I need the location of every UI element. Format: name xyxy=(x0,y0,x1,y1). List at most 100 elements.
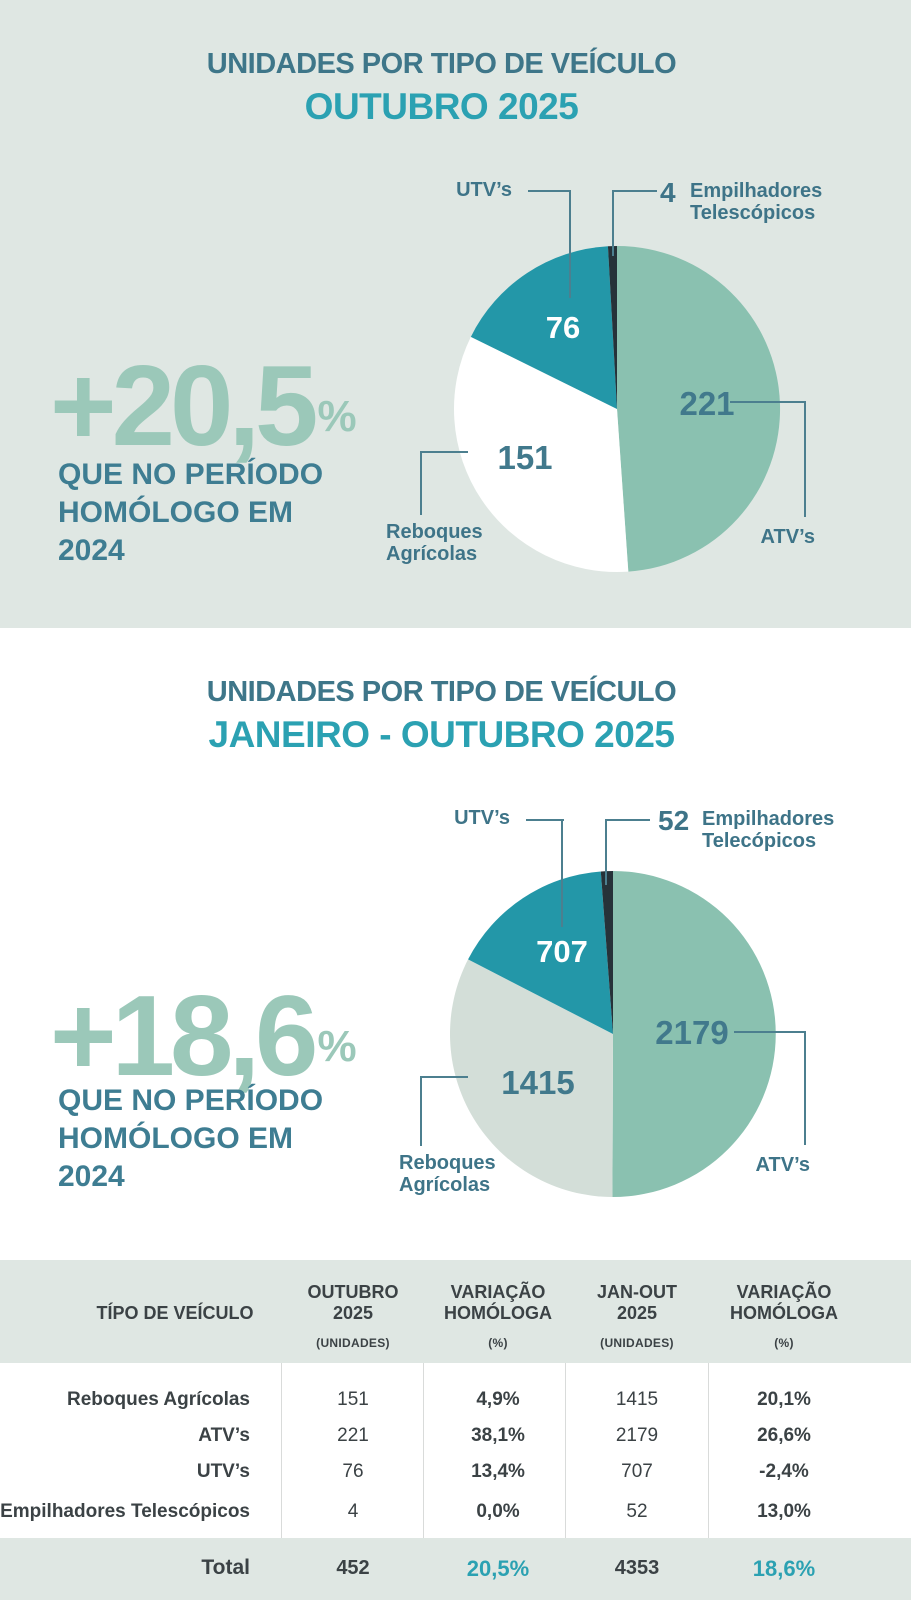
table-row-label-empilhadores: Empilhadores Telescópicos xyxy=(0,1501,250,1522)
pie-slice-0 xyxy=(617,245,781,572)
ytd-utv-callout-line xyxy=(526,819,564,821)
ytd-growth-percent-sign: % xyxy=(317,1022,357,1071)
ytd-atv-callout-line xyxy=(804,1031,806,1145)
ytd-reboques-value: 1415 xyxy=(501,1064,575,1101)
october-reboques-callout-line xyxy=(420,451,422,515)
table-cell: 0,0% xyxy=(476,1501,520,1522)
header-sub: (UNIDADES) xyxy=(316,1336,390,1350)
ytd-atv-value: 2179 xyxy=(655,1014,729,1051)
header-sub: (%) xyxy=(488,1336,508,1350)
table-cell: 13,4% xyxy=(471,1461,525,1482)
table-header-ytd-variation: VARIAÇÃO HOMÓLOGA (%) xyxy=(709,1282,859,1354)
october-atv-callout-line xyxy=(730,401,806,403)
october-growth-percent-sign: % xyxy=(317,392,357,441)
october-reboques-value: 151 xyxy=(497,439,553,476)
ytd-emp-value: 52 xyxy=(658,805,690,836)
october-emp-callout-line xyxy=(612,190,614,256)
table-cell: -2,4% xyxy=(759,1461,809,1482)
table-cell: 38,1% xyxy=(471,1425,525,1446)
ytd-emp-label: Empilhadores Telecópicos xyxy=(702,808,834,852)
column-separator xyxy=(423,1363,424,1538)
table-cell: 76 xyxy=(342,1461,364,1482)
table-total-ytd-units: 4353 xyxy=(614,1557,660,1579)
pie-chart-october xyxy=(453,245,781,573)
table-row-label-atv: ATV’s xyxy=(198,1425,250,1446)
table-cell: 4 xyxy=(347,1501,359,1522)
table-header-vehicle-type-line1: TÍPO DE VEÍCULO xyxy=(96,1303,254,1323)
ytd-emp-callout-line xyxy=(606,819,650,821)
october-growth-value: +20,5 xyxy=(50,343,318,470)
october-reboques-label: Reboques Agrícolas xyxy=(386,521,483,565)
column-separator xyxy=(708,1363,709,1538)
october-atv-value: 221 xyxy=(679,385,735,422)
october-reboques-label-line1: Reboques xyxy=(386,521,483,543)
table-cell: 151 xyxy=(337,1389,369,1410)
table-cell: 4,9% xyxy=(476,1389,520,1410)
october-reboques-callout-line xyxy=(420,451,468,453)
pie-slice-1 xyxy=(453,336,629,573)
header-line2: HOMÓLOGA xyxy=(444,1303,552,1323)
table-total-october-variation: 20,5% xyxy=(466,1556,530,1581)
table-cell: 26,6% xyxy=(757,1425,811,1446)
ytd-utv-value: 707 xyxy=(536,934,588,969)
october-growth-stat: +20,5% xyxy=(50,350,410,464)
table-total-label: Total xyxy=(201,1556,250,1579)
october-growth-caption: QUE NO PERÍODO HOMÓLOGO EM 2024 xyxy=(58,458,324,567)
october-utv-label: UTV’s xyxy=(456,179,512,201)
october-subtitle: OUTUBRO 2025 xyxy=(304,86,579,127)
table-cell: 52 xyxy=(626,1501,648,1522)
ytd-atv-label: ATV’s xyxy=(755,1154,810,1176)
ytd-growth-value: +18,6 xyxy=(50,973,318,1100)
ytd-reboques-label-line1: Reboques xyxy=(399,1152,496,1174)
table-header-ytd-units: JAN-OUT 2025 (UNIDADES) xyxy=(567,1282,707,1354)
header-line1: OUTUBRO xyxy=(307,1282,399,1302)
ytd-emp-callout-line xyxy=(605,819,607,885)
table-total-band xyxy=(0,1538,911,1600)
table-header-october-variation: VARIAÇÃO HOMÓLOGA (%) xyxy=(425,1282,571,1354)
ytd-emp-label-line2: Telecópicos xyxy=(702,830,817,852)
header-line1: VARIAÇÃO xyxy=(736,1282,832,1302)
ytd-subtitle: JANEIRO - OUTUBRO 2025 xyxy=(208,714,676,755)
table-total-october-units: 452 xyxy=(336,1557,370,1579)
header-sub: (UNIDADES) xyxy=(600,1336,674,1350)
column-separator xyxy=(281,1363,282,1538)
table-header-vehicle-type: TÍPO DE VEÍCULO xyxy=(40,1303,310,1324)
october-atv-label: ATV’s xyxy=(760,526,815,548)
october-title: UNIDADES POR TIPO DE VEÍCULO xyxy=(206,48,677,80)
october-emp-value: 4 xyxy=(660,177,676,208)
panel-october xyxy=(0,0,911,628)
pie-slice-3 xyxy=(607,246,617,409)
october-atv-callout-line xyxy=(804,401,806,517)
october-emp-label: Empilhadores Telescópicos xyxy=(690,180,822,224)
ytd-growth-stat: +18,6% xyxy=(50,980,410,1094)
table-cell: 707 xyxy=(621,1461,653,1482)
table-cell: 221 xyxy=(337,1425,369,1446)
ytd-growth-caption: QUE NO PERÍODO HOMÓLOGO EM 2024 xyxy=(58,1084,324,1193)
table-cell: 13,0% xyxy=(757,1501,811,1522)
pie-slice-3 xyxy=(600,871,613,1034)
pie-slice-2 xyxy=(470,246,617,409)
header-line1: JAN-OUT xyxy=(597,1282,677,1302)
ytd-title: UNIDADES POR TIPO DE VEÍCULO xyxy=(206,676,677,708)
table-cell: 20,1% xyxy=(757,1389,811,1410)
table-cell: 2179 xyxy=(615,1425,659,1446)
table-header-october-units: OUTUBRO 2025 (UNIDADES) xyxy=(283,1282,423,1354)
pie-chart-ytd xyxy=(449,871,776,1198)
ytd-utv-callout-line xyxy=(561,819,563,927)
header-line2: 2025 xyxy=(332,1303,374,1323)
table-total-ytd-variation: 18,6% xyxy=(752,1556,816,1581)
header-line1: VARIAÇÃO xyxy=(450,1282,546,1302)
october-utv-callout-line xyxy=(569,190,571,298)
header-sub: (%) xyxy=(774,1336,794,1350)
ytd-reboques-label-line2: Agrícolas xyxy=(399,1174,491,1196)
table-row-label-reboques: Reboques Agrícolas xyxy=(66,1389,250,1410)
ytd-emp-label-line1: Empilhadores xyxy=(702,808,835,830)
table-cell: 1415 xyxy=(615,1389,659,1410)
ytd-utv-label: UTV’s xyxy=(454,807,510,829)
october-emp-label-line1: Empilhadores xyxy=(690,180,823,202)
pie-slice-0 xyxy=(612,871,776,1198)
header-line2: 2025 xyxy=(616,1303,658,1323)
table-header-band xyxy=(0,1260,911,1363)
ytd-atv-callout-line xyxy=(734,1031,806,1033)
